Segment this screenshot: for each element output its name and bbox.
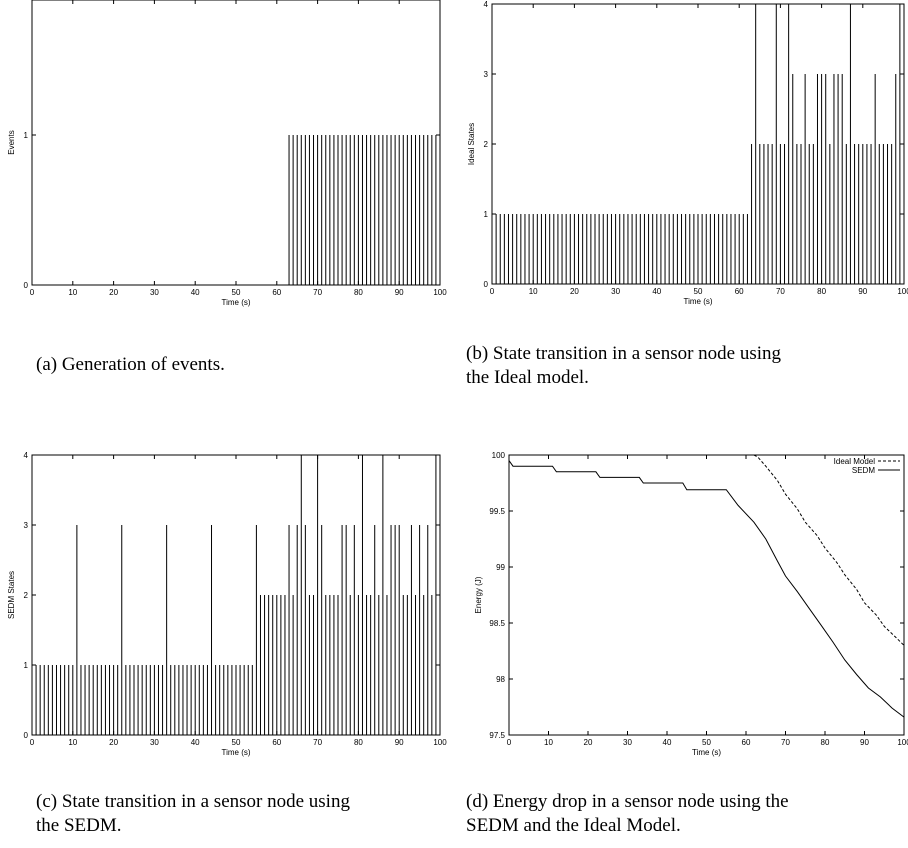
caption-b-line1: (b) State transition in a sensor node us…: [466, 343, 782, 364]
chart-panel-b: 0 10 20 30 40 50 60 70 80 90 100 0 1 2 3 4 Time (s) Ideal…: [454, 0, 908, 320]
b-x-tick-label: 100: [897, 287, 908, 296]
c-y-axis-label: SEDM States: [7, 571, 16, 619]
a-y-tick-label: 1: [24, 131, 29, 140]
d-y-tick-label: 98: [496, 675, 505, 684]
d-x-tick-label: 30: [623, 738, 632, 747]
d-y-tick-label: 100: [492, 451, 506, 460]
b-x-tick-label: 20: [570, 287, 579, 296]
c-x-tick-label: 10: [68, 738, 77, 747]
caption-b-line2: the Ideal model.: [466, 367, 589, 388]
a-y-axis-label: Events: [7, 130, 16, 154]
a-x-axis-label: Time (s): [221, 298, 250, 307]
b-y-tick-label: 0: [484, 280, 489, 289]
caption-d: (d) Energy drop in a sensor node using t…: [466, 790, 789, 838]
chart-ideal-states: 0 10 20 30 40 50 60 70 80 90 100 0 1 2 3 4 Time (s) Ideal…: [467, 0, 908, 306]
a-x-tick-label: 0: [30, 288, 35, 297]
d-x-tick-label: 70: [781, 738, 790, 747]
d-y-axis-label: Energy (J): [474, 576, 483, 613]
a-x-tick-label: 10: [68, 288, 77, 297]
b-x-tick-label: 0: [490, 287, 495, 296]
chart-events: 0 10 20 30 40 50 60 70 80 90 100 0 1 Time (s) Events: [7, 0, 447, 307]
d-x-tick-label: 0: [507, 738, 512, 747]
a-x-tick-label: 80: [354, 288, 363, 297]
b-x-tick-label: 70: [776, 287, 785, 296]
a-y-tick-label: 0: [24, 281, 29, 290]
d-legend-label: SEDM: [852, 466, 875, 475]
d-x-tick-label: 60: [742, 738, 751, 747]
c-x-tick-label: 0: [30, 738, 35, 747]
d-plot-frame: [508, 454, 905, 736]
c-y-tick-label: 0: [24, 731, 29, 740]
a-x-tick-label: 100: [433, 288, 447, 297]
d-y-tick-label: 99.5: [489, 507, 505, 516]
c-x-tick-label: 90: [395, 738, 404, 747]
caption-a-text: (a) Generation of events.: [36, 354, 225, 375]
c-y-tick-label: 1: [24, 661, 29, 670]
a-x-tick-label: 70: [313, 288, 322, 297]
c-y-tick-label: 2: [24, 591, 29, 600]
c-x-axis-label: Time (s): [221, 748, 250, 757]
b-x-tick-label: 10: [529, 287, 538, 296]
b-x-tick-label: 40: [652, 287, 661, 296]
d-x-tick-label: 100: [897, 738, 908, 747]
c-spikes: [31, 455, 441, 735]
caption-b: (b) State transition in a sensor node us…: [466, 342, 781, 390]
b-y-tick-label: 4: [484, 0, 489, 9]
caption-c-line1: (c) State transition in a sensor node us…: [36, 791, 350, 812]
caption-a: (a) Generation of events.: [36, 353, 225, 377]
a-x-tick-label: 60: [272, 288, 281, 297]
b-y-tick-label: 1: [484, 210, 489, 219]
b-spikes: [491, 4, 905, 284]
d-y-tick-label: 98.5: [489, 619, 505, 628]
chart-panel-c: 0 10 20 30 40 50 60 70 80 90 100 0 1 2 3 4 Time (s) SEDM …: [0, 440, 454, 770]
c-y-tick-label: 4: [24, 451, 29, 460]
c-x-tick-label: 40: [191, 738, 200, 747]
b-y-tick-label: 3: [484, 70, 489, 79]
d-y-tick-label: 99: [496, 563, 505, 572]
d-x-tick-label: 20: [584, 738, 593, 747]
d-x-tick-label: 40: [663, 738, 672, 747]
b-x-tick-label: 90: [858, 287, 867, 296]
c-x-tick-label: 80: [354, 738, 363, 747]
b-x-tick-label: 60: [735, 287, 744, 296]
caption-d-line1: (d) Energy drop in a sensor node using t…: [466, 791, 789, 812]
c-y-tick-label: 3: [24, 521, 29, 530]
a-x-tick-label: 40: [191, 288, 200, 297]
d-legend-label: Ideal Model: [834, 457, 876, 466]
c-x-tick-label: 50: [232, 738, 241, 747]
a-event-spikes: [288, 135, 441, 285]
b-x-axis-label: Time (s): [683, 297, 712, 306]
c-x-tick-label: 30: [150, 738, 159, 747]
c-x-tick-label: 70: [313, 738, 322, 747]
caption-c: (c) State transition in a sensor node us…: [36, 790, 350, 838]
chart-panel-a: 0 10 20 30 40 50 60 70 80 90 100 0 1 Time (s) Events: [0, 0, 454, 320]
a-x-tick-label: 50: [232, 288, 241, 297]
d-x-axis-label: Time (s): [692, 748, 721, 757]
d-x-tick-label: 50: [702, 738, 711, 747]
caption-d-line2: SEDM and the Ideal Model.: [466, 815, 681, 836]
b-x-tick-label: 80: [817, 287, 826, 296]
b-x-tick-label: 50: [694, 287, 703, 296]
c-x-tick-label: 20: [109, 738, 118, 747]
chart-panel-d: 0 10 20 30 40 50 60 70 80 90 100 97.5 98 98.5 99 99.5 10…: [454, 440, 908, 770]
d-x-tick-label: 90: [860, 738, 869, 747]
b-x-tick-label: 30: [611, 287, 620, 296]
a-x-tick-label: 20: [109, 288, 118, 297]
d-y-tick-label: 97.5: [489, 731, 505, 740]
d-x-tick-label: 80: [821, 738, 830, 747]
c-x-tick-label: 100: [433, 738, 447, 747]
d-series-ideal-model-line: [509, 454, 905, 646]
chart-sedm-states: 0 10 20 30 40 50 60 70 80 90 100 0 1 2 3 4 Time (s) SEDM …: [7, 451, 447, 757]
b-y-axis-label: Ideal States: [467, 123, 476, 165]
caption-c-line2: the SEDM.: [36, 815, 122, 836]
d-series-sedm-line: [508, 460, 905, 718]
d-x-tick-label: 10: [544, 738, 553, 747]
b-y-tick-label: 2: [484, 140, 489, 149]
c-x-tick-label: 60: [272, 738, 281, 747]
a-x-tick-label: 30: [150, 288, 159, 297]
chart-energy: 0 10 20 30 40 50 60 70 80 90 100 97.5 98 98.5 99 99.5 10…: [474, 451, 908, 757]
a-x-tick-label: 90: [395, 288, 404, 297]
